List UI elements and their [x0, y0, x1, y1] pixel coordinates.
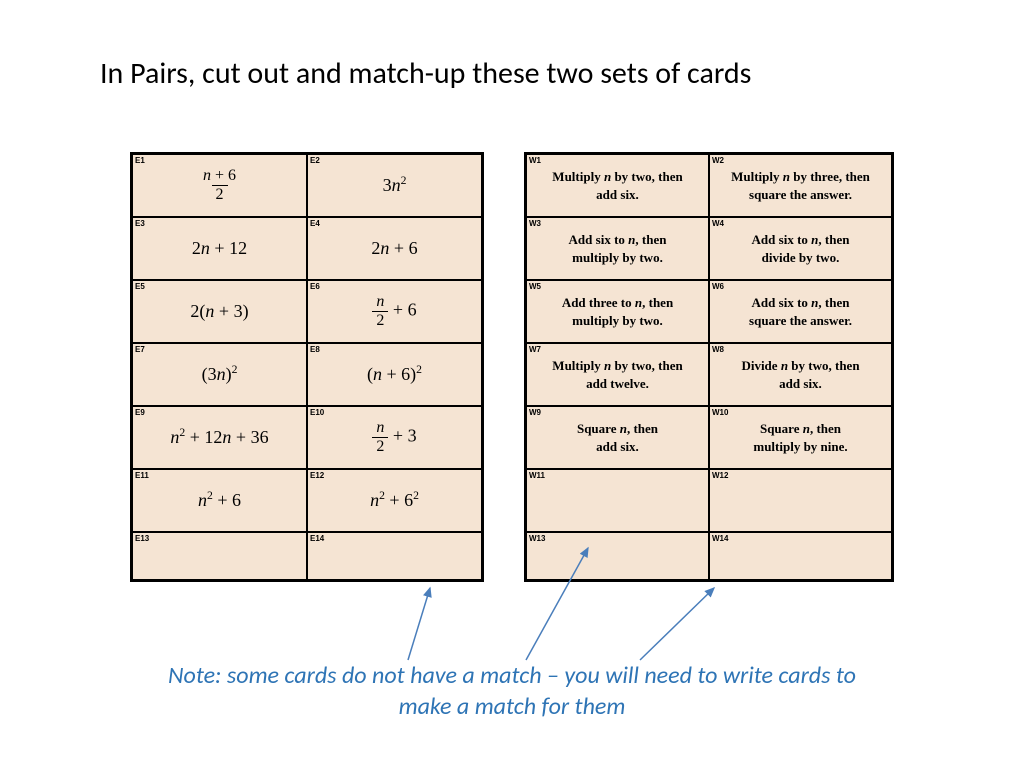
card-content: n2 + 6: [198, 491, 241, 511]
card-tag: E5: [135, 282, 145, 291]
card-content: Multiply n by three, thensquare the answ…: [731, 168, 870, 203]
card-tag: E8: [310, 345, 320, 354]
card-tag: E10: [310, 408, 324, 417]
card-tag: W13: [529, 534, 545, 543]
expression-card: E7 (3n)2: [132, 343, 307, 406]
expression-card: E14: [307, 532, 482, 580]
cards-area: E1 n + 62 E2 3n2 E3 2n + 12 E4 2n + 6 E5 2(n + 3)…: [130, 152, 894, 582]
expression-card: E4 2n + 6: [307, 217, 482, 280]
card-tag: W5: [529, 282, 541, 291]
card-tag: E3: [135, 219, 145, 228]
card-tag: E12: [310, 471, 324, 480]
word-card: W11: [526, 469, 709, 532]
word-card: W14: [709, 532, 892, 580]
card-tag: W3: [529, 219, 541, 228]
word-card-set: W1 Multiply n by two, thenadd six. W2 Multi…: [524, 152, 894, 582]
card-content: n2 + 3: [372, 420, 416, 455]
card-content: Divide n by two, thenadd six.: [741, 357, 859, 392]
word-card: W7 Multiply n by two, thenadd twelve.: [526, 343, 709, 406]
card-content: n2 + 62: [370, 491, 419, 511]
expression-card: E2 3n2: [307, 154, 482, 217]
word-card: W2 Multiply n by three, thensquare the an…: [709, 154, 892, 217]
card-content: 2n + 6: [371, 239, 417, 259]
word-card: W1 Multiply n by two, thenadd six.: [526, 154, 709, 217]
card-tag: E14: [310, 534, 324, 543]
card-tag: E2: [310, 156, 320, 165]
expression-card: E5 2(n + 3): [132, 280, 307, 343]
card-tag: W14: [712, 534, 728, 543]
word-card: W6 Add six to n, thensquare the answer.: [709, 280, 892, 343]
card-tag: E6: [310, 282, 320, 291]
card-content: Add three to n, thenmultiply by two.: [562, 294, 673, 329]
card-tag: E7: [135, 345, 145, 354]
note-text: Note: some cards do not have a match – y…: [150, 660, 874, 722]
expression-card: E10 n2 + 3: [307, 406, 482, 469]
card-tag: E13: [135, 534, 149, 543]
card-content: Add six to n, thensquare the answer.: [749, 294, 852, 329]
expression-card: E6 n2 + 6: [307, 280, 482, 343]
card-tag: W12: [712, 471, 728, 480]
word-card: W12: [709, 469, 892, 532]
expression-card: E9 n2 + 12n + 36: [132, 406, 307, 469]
card-content: (n + 6)2: [367, 365, 422, 385]
card-content: Add six to n, thenmultiply by two.: [569, 231, 667, 266]
word-card: W3 Add six to n, thenmultiply by two.: [526, 217, 709, 280]
card-tag: W10: [712, 408, 728, 417]
card-tag: W8: [712, 345, 724, 354]
word-card: W13: [526, 532, 709, 580]
arrow-line: [640, 588, 714, 660]
card-tag: E9: [135, 408, 145, 417]
expression-card: E1 n + 62: [132, 154, 307, 217]
card-tag: W7: [529, 345, 541, 354]
card-content: Multiply n by two, thenadd twelve.: [552, 357, 682, 392]
card-content: Add six to n, thendivide by two.: [752, 231, 850, 266]
card-tag: W1: [529, 156, 541, 165]
expression-card: E12 n2 + 62: [307, 469, 482, 532]
card-tag: W6: [712, 282, 724, 291]
card-tag: W2: [712, 156, 724, 165]
card-content: 2(n + 3): [190, 302, 248, 322]
expression-card: E3 2n + 12: [132, 217, 307, 280]
card-content: Square n, thenmultiply by nine.: [753, 420, 847, 455]
card-tag: E4: [310, 219, 320, 228]
card-content: 2n + 12: [192, 239, 247, 259]
word-card: W10 Square n, thenmultiply by nine.: [709, 406, 892, 469]
expression-card-set: E1 n + 62 E2 3n2 E3 2n + 12 E4 2n + 6 E5 2(n + 3)…: [130, 152, 484, 582]
word-card: W4 Add six to n, thendivide by two.: [709, 217, 892, 280]
word-card: W5 Add three to n, thenmultiply by two.: [526, 280, 709, 343]
card-content: Multiply n by two, thenadd six.: [552, 168, 682, 203]
card-tag: W11: [529, 471, 545, 480]
card-tag: W4: [712, 219, 724, 228]
card-content: n2 + 6: [372, 294, 416, 329]
card-content: n2 + 12n + 36: [170, 428, 268, 448]
expression-card: E11 n2 + 6: [132, 469, 307, 532]
expression-card: E8 (n + 6)2: [307, 343, 482, 406]
word-card: W8 Divide n by two, thenadd six.: [709, 343, 892, 406]
card-tag: W9: [529, 408, 541, 417]
arrow-line: [408, 588, 430, 660]
card-content: n + 62: [199, 168, 240, 203]
card-content: 3n2: [383, 176, 407, 196]
card-content: (3n)2: [202, 365, 238, 385]
expression-card: E13: [132, 532, 307, 580]
page-title: In Pairs, cut out and match-up these two…: [100, 55, 964, 92]
card-tag: E11: [135, 471, 149, 480]
card-content: Square n, thenadd six.: [577, 420, 658, 455]
card-tag: E1: [135, 156, 145, 165]
word-card: W9 Square n, thenadd six.: [526, 406, 709, 469]
